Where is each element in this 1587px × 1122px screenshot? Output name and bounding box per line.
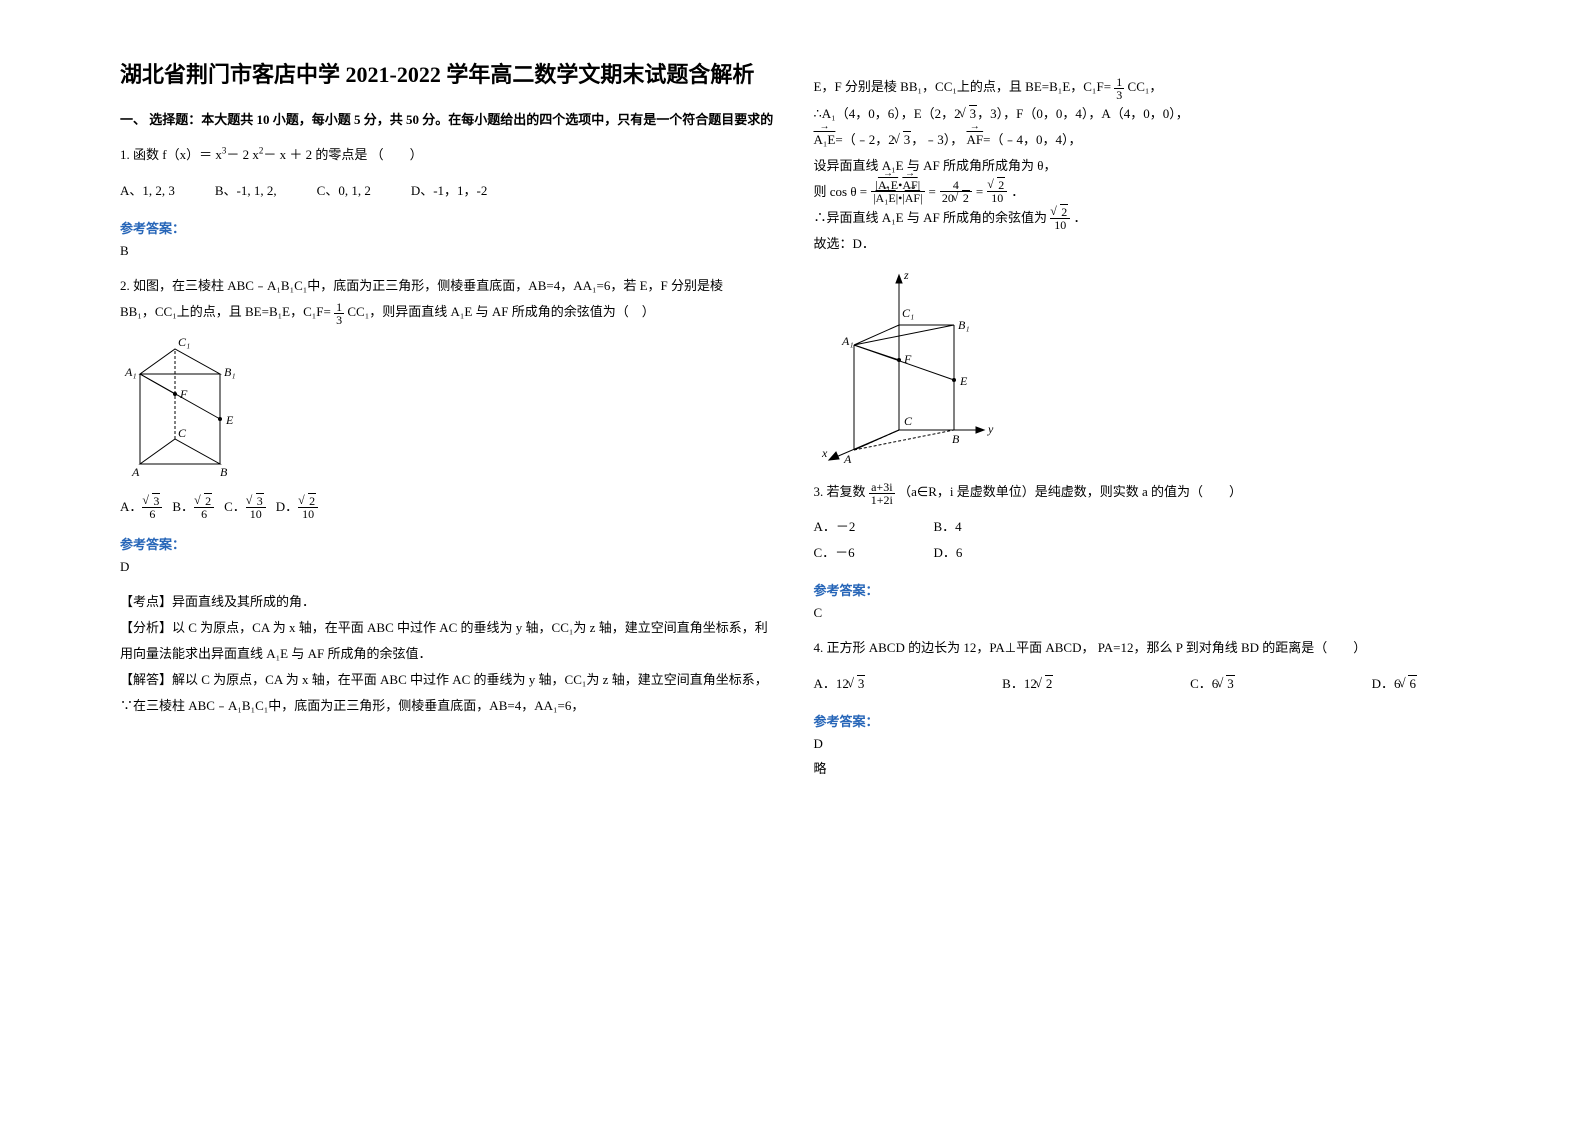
analysis-p3: 【解答】解以 C 为原点，CA 为 x 轴，在平面 ABC 中过作 AC 的垂线… [120,667,774,693]
left-column: 湖北省荆门市客店中学 2021-2022 学年高二数学文期末试题含解析 一、 选… [100,60,794,1062]
analysis-p9: 则 cos θ = |A₁E•AF| |A₁E|•|AF| = 4 202 = … [814,179,1468,205]
svg-text:B: B [952,432,960,446]
svg-text:A₁: A₁ [124,365,137,379]
q3-answer-label: 参考答案： [814,580,1468,599]
q4-optA: A．123 [814,671,866,697]
svg-text:y: y [987,422,994,436]
q2-text-line1: 2. 如图，在三棱柱 ABC﹣A₁B₁C₁中，底面为正三角形，侧棱垂直底面，AB… [120,273,774,299]
page-title: 湖北省荆门市客店中学 2021-2022 学年高二数学文期末试题含解析 [120,60,774,91]
q2-answer-label: 参考答案： [120,534,774,553]
q2-text-line2: BB₁，CC₁上的点，且 BE=B₁E，C₁F= 13 CC₁，则异面直线 A₁… [120,299,774,326]
q4-optB: B．122 [1002,671,1053,697]
q4-answer: D [814,736,1468,752]
question-3: 3. 若复数 a+3i1+2i （a∈R，i 是虚数单位）是纯虚数，则实数 a … [814,479,1468,566]
q1-answer-label: 参考答案： [120,218,774,237]
q4-optD: D．66 [1372,671,1417,697]
q3-answer: C [814,605,1468,621]
svg-text:B: B [220,465,228,479]
svg-text:C₁: C₁ [902,306,914,320]
q2-analysis-cont: E，F 分别是棱 BB₁，CC₁上的点，且 BE=B₁E，C₁F= 13 CC₁… [814,74,1468,465]
q1-optC: C、0, 1, 2 [317,178,371,204]
q2-optA: A．36 [120,494,162,521]
q3-optB: B．4 [934,519,962,534]
analysis-p1: 【考点】异面直线及其所成的角． [120,589,774,615]
svg-text:C₁: C₁ [178,335,190,349]
svg-text:E: E [225,413,234,427]
svg-text:C: C [904,414,913,428]
analysis-p4: ∵在三棱柱 ABC﹣A₁B₁C₁中，底面为正三角形，侧棱垂直底面，AB=4，AA… [120,693,774,719]
svg-text:E: E [959,374,968,388]
svg-text:F: F [179,387,188,401]
q3-optC: C．－6 [814,540,934,566]
analysis-p11: 故选：D． [814,231,1468,257]
question-2: 2. 如图，在三棱柱 ABC﹣A₁B₁C₁中，底面为正三角形，侧棱垂直底面，AB… [120,273,774,520]
q4-brief: 略 [814,758,1468,777]
svg-text:z: z [903,268,909,282]
q3-optD: D．6 [934,545,963,560]
q4-optC: C．63 [1190,671,1235,697]
right-column: E，F 分别是棱 BB₁，CC₁上的点，且 BE=B₁E，C₁F= 13 CC₁… [794,60,1488,1062]
svg-text:A: A [843,452,852,465]
q2-analysis: 【考点】异面直线及其所成的角． 【分析】以 C 为原点，CA 为 x 轴，在平面… [120,589,774,719]
svg-text:F: F [903,352,912,366]
analysis-p5: E，F 分别是棱 BB₁，CC₁上的点，且 BE=B₁E，C₁F= 13 CC₁… [814,74,1468,101]
q1-optD: D、-1，1，-2 [411,178,488,204]
section-1-heading: 一、 选择题：本大题共 10 小题，每小题 5 分，共 50 分。在每小题给出的… [120,109,774,128]
question-4: 4. 正方形 ABCD 的边长为 12，PA⊥平面 ABCD， PA=12，那么… [814,635,1468,697]
svg-text:B₁: B₁ [224,365,236,379]
q1-answer: B [120,243,774,259]
q2-answer: D [120,559,774,575]
analysis-p2: 【分析】以 C 为原点，CA 为 x 轴，在平面 ABC 中过作 AC 的垂线为… [120,615,774,667]
q2-options: A．36 B．26 C．310 D．210 [120,494,774,521]
analysis-p10: ∴异面直线 A₁E 与 AF 所成角的余弦值为 210 ． [814,205,1468,232]
q2-optC: C．310 [224,494,266,521]
q1-optB: B、-1, 1, 2, [215,178,277,204]
svg-text:A₁: A₁ [841,334,854,348]
q1-optA: A、1, 2, 3 [120,178,175,204]
svg-text:x: x [821,446,828,460]
analysis-p6: ∴A₁（4，0，6），E（2，23，3），F（0，0，4），A（4，0，0）， [814,101,1468,127]
analysis-p7: A₁E=（﹣2，23，﹣3）， AF=（﹣4，0，4）， [814,127,1468,153]
q2-optD: D．210 [276,494,318,521]
svg-text:A: A [131,465,140,479]
q4-answer-label: 参考答案： [814,711,1468,730]
q4-text: 4. 正方形 ABCD 的边长为 12，PA⊥平面 ABCD， PA=12，那么… [814,635,1468,661]
q3-optA: A．－2 [814,514,934,540]
q4-options: A．123 B．122 C．63 D．66 [814,671,1468,697]
svg-text:C: C [178,426,187,440]
question-1: 1. 函数 f（x）＝ x3－ 2 x2－ x ＋ 2 的零点是 （ ） A、1… [120,142,774,204]
q2-optB: B．26 [172,494,214,521]
prism-diagram-1: A B C A₁ B₁ C₁ E F [120,334,270,484]
q1-options: A、1, 2, 3 B、-1, 1, 2, C、0, 1, 2 D、-1，1，-… [120,178,774,204]
svg-text:B₁: B₁ [958,318,970,332]
q1-text: 1. 函数 f（x）＝ x3－ 2 x2－ x ＋ 2 的零点是 （ ） [120,147,423,162]
prism-diagram-axes: A B C A₁ B₁ C₁ E F x y z [814,265,1014,465]
